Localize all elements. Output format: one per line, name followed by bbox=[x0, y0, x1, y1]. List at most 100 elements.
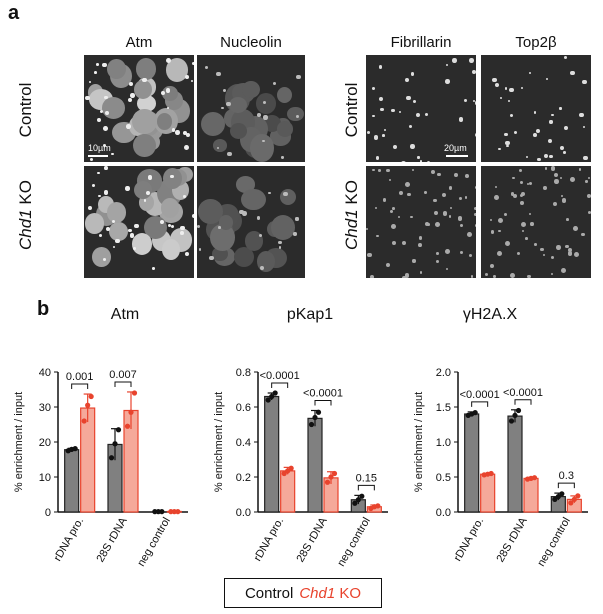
nucleus-shape bbox=[256, 93, 277, 114]
point-ko bbox=[575, 493, 581, 499]
nucleolus-spot bbox=[87, 205, 92, 210]
pvalue-label: <0.0001 bbox=[303, 388, 343, 400]
speckle-spot bbox=[521, 229, 524, 233]
speckle-spot bbox=[512, 176, 515, 180]
speckle-spot bbox=[468, 253, 473, 258]
point-ko bbox=[288, 465, 294, 471]
nucleolus-spot bbox=[104, 95, 108, 100]
speckle-spot bbox=[366, 228, 369, 231]
speckle-spot bbox=[581, 232, 585, 237]
speckle-spot bbox=[410, 72, 415, 76]
speckle-spot bbox=[425, 112, 429, 116]
nucleolus-spot bbox=[198, 248, 201, 251]
y-tick-label: 0.0 bbox=[436, 507, 451, 519]
speckle-spot bbox=[468, 58, 474, 63]
nucleolus-spot bbox=[97, 194, 101, 198]
y-tick-label: 0.0 bbox=[236, 507, 251, 519]
nucleolus-spot bbox=[96, 63, 100, 66]
point-control bbox=[72, 446, 78, 452]
speckle-spot bbox=[506, 144, 509, 148]
micrograph-fibrillarin-ko bbox=[366, 166, 476, 278]
nucleolus-spot bbox=[103, 144, 106, 148]
bar-control bbox=[507, 415, 523, 513]
speckle-spot bbox=[407, 192, 411, 197]
nucleus-shape bbox=[109, 221, 129, 242]
point-control bbox=[115, 427, 122, 433]
speckle-spot bbox=[491, 77, 497, 83]
speckle-spot bbox=[559, 107, 562, 110]
speckle-spot bbox=[489, 218, 492, 221]
speckle-spot bbox=[526, 156, 529, 159]
speckle-spot bbox=[426, 161, 431, 162]
nucleolus-spot bbox=[100, 109, 104, 113]
point-ko bbox=[124, 423, 131, 429]
point-ko bbox=[128, 409, 134, 415]
speckle-spot bbox=[446, 267, 449, 270]
speckle-spot bbox=[408, 124, 412, 128]
nucleus-shape bbox=[157, 113, 173, 130]
speckle-spot bbox=[400, 161, 406, 162]
speckle-spot bbox=[537, 157, 542, 162]
nucleolus-spot bbox=[296, 75, 301, 80]
nucleolus-spot bbox=[226, 101, 231, 107]
y-axis-label: % enrichment / input bbox=[413, 392, 425, 492]
nucleolus-spot bbox=[142, 78, 147, 83]
nucleolus-spot bbox=[103, 166, 108, 170]
nucleolus-spot bbox=[97, 171, 100, 175]
speckle-spot bbox=[475, 185, 476, 189]
pvalue-bracket bbox=[114, 381, 132, 387]
nucleus-shape bbox=[201, 111, 226, 136]
nucleolus-spot bbox=[183, 194, 186, 198]
nucleolus-spot bbox=[111, 220, 115, 224]
speckle-spot bbox=[441, 192, 446, 197]
nucleolus-spot bbox=[170, 174, 174, 179]
speckle-spot bbox=[520, 192, 525, 197]
speckle-spot bbox=[527, 182, 530, 185]
chart-title-pkap1: pKap1 bbox=[286, 306, 334, 323]
speckle-spot bbox=[402, 275, 407, 278]
speckle-spot bbox=[471, 69, 476, 74]
speckle-spot bbox=[457, 216, 463, 221]
speckle-spot bbox=[445, 79, 450, 84]
nucleolus-spot bbox=[102, 62, 107, 68]
nucleus-shape bbox=[84, 213, 105, 234]
nucleus-shape bbox=[241, 80, 261, 99]
nucleolus-spot bbox=[93, 71, 97, 75]
y-tick-label: 10 bbox=[39, 472, 51, 484]
bar-control bbox=[264, 395, 280, 513]
speckle-spot bbox=[559, 145, 565, 151]
nucleus-shape bbox=[161, 86, 178, 102]
y-tick-label: 1.0 bbox=[436, 437, 451, 449]
speckle-spot bbox=[562, 151, 566, 155]
speckle-spot bbox=[415, 112, 421, 118]
point-control bbox=[359, 493, 365, 499]
speckle-spot bbox=[442, 211, 448, 216]
nucleolus-spot bbox=[85, 96, 90, 101]
speckle-spot bbox=[568, 251, 573, 256]
speckle-spot bbox=[495, 185, 498, 188]
speckle-spot bbox=[583, 155, 589, 161]
speckle-spot bbox=[435, 252, 439, 255]
speckle-spot bbox=[372, 87, 376, 91]
speckle-spot bbox=[504, 132, 508, 137]
point-control bbox=[159, 509, 165, 515]
nucleolus-spot bbox=[204, 65, 208, 69]
legend: Control Chd1 KO bbox=[224, 578, 382, 608]
bar-ko bbox=[280, 470, 296, 513]
speckle-spot bbox=[435, 221, 441, 227]
nucleolus-spot bbox=[227, 151, 232, 156]
pvalue-bracket bbox=[557, 482, 575, 489]
speckle-spot bbox=[470, 275, 474, 278]
speckle-spot bbox=[424, 190, 427, 194]
nucleus-shape bbox=[271, 215, 296, 240]
nucleus-shape bbox=[228, 96, 247, 113]
speckle-spot bbox=[550, 255, 554, 259]
chart-pkap1: 0.0 0.2 0.4 0.6 0.8 % enrichment / input rDNA … bbox=[213, 367, 388, 569]
speckle-spot bbox=[372, 169, 375, 172]
nucleus-shape bbox=[133, 133, 156, 157]
nucleolus-spot bbox=[281, 156, 284, 159]
nucleolus-spot bbox=[133, 246, 137, 250]
nucleus-shape bbox=[132, 109, 157, 135]
point-control bbox=[555, 494, 561, 500]
nucleolus-spot bbox=[272, 81, 276, 85]
